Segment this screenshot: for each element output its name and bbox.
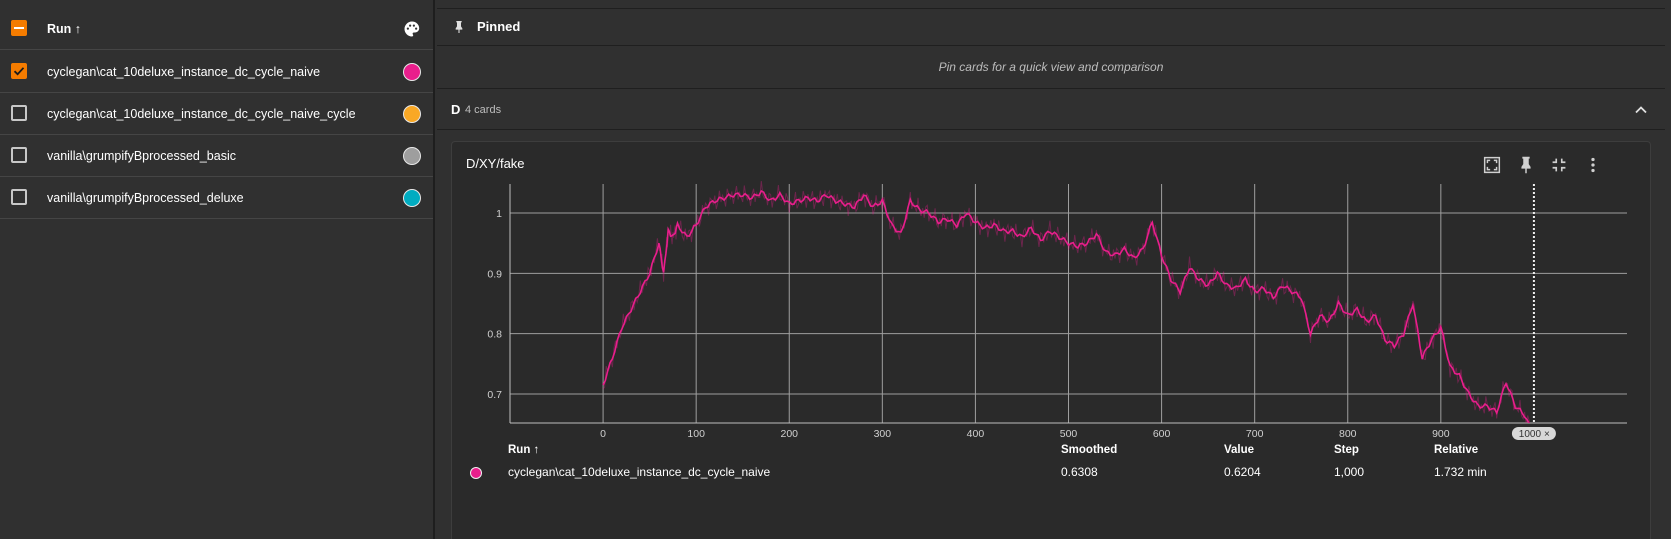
runs-panel: Run ↑ cyclegan\cat_10deluxe_instance_dc_… [0, 0, 435, 539]
pinned-title: Pinned [477, 19, 521, 34]
run-name: vanilla\grumpifyBprocessed_deluxe [47, 191, 244, 205]
x-tick-label: 100 [687, 428, 705, 440]
run-name: vanilla\grumpifyBprocessed_basic [47, 149, 236, 163]
group-name: D [451, 102, 461, 117]
x-tick-label: 900 [1432, 428, 1450, 440]
group-card-count: 4 cards [465, 104, 502, 116]
legend-run-name: cyclegan\cat_10deluxe_instance_dc_cycle_… [508, 465, 771, 479]
x-tick-label: 0 [600, 428, 606, 440]
run-row[interactable]: cyclegan\cat_10deluxe_instance_dc_cycle_… [0, 93, 433, 135]
chart-series [602, 180, 1530, 423]
scalar-card: D/XY/fake 0 100 200 300 400 500 600 700 800 900 0.… [451, 141, 1651, 539]
collapse-icon[interactable] [1548, 154, 1570, 176]
run-color-swatch[interactable] [403, 63, 421, 81]
run-row[interactable]: vanilla\grumpifyBprocessed_basic [0, 135, 433, 177]
fullscreen-icon[interactable] [1481, 154, 1503, 176]
x-tick-label: 300 [874, 428, 892, 440]
pinned-section-header: Pinned [437, 8, 1665, 46]
chart-axes: 0 100 200 300 400 500 600 700 800 900 0.7 0.8 0.9 1 [487, 184, 1627, 440]
run-checkbox[interactable] [11, 189, 27, 205]
pin-icon [455, 21, 463, 33]
close-icon[interactable]: × [1544, 429, 1550, 440]
palette-icon[interactable] [403, 20, 421, 38]
x-tick-label: 500 [1060, 428, 1078, 440]
runs-header-label[interactable]: Run ↑ [47, 22, 82, 36]
y-tick-label: 0.8 [487, 329, 502, 341]
line-chart[interactable]: 0 100 200 300 400 500 600 700 800 900 0.7 0.8 0.9 1 1… [452, 142, 1652, 442]
run-color-swatch[interactable] [403, 105, 421, 123]
run-checkbox[interactable] [11, 105, 27, 121]
run-name: cyclegan\cat_10deluxe_instance_dc_cycle_… [47, 65, 321, 79]
legend-relative: 1.732 min [1434, 465, 1487, 479]
run-name: cyclegan\cat_10deluxe_instance_dc_cycle_… [47, 107, 356, 121]
run-row[interactable]: vanilla\grumpifyBprocessed_deluxe [0, 177, 433, 219]
legend-header-run[interactable]: Run ↑ [508, 444, 540, 456]
legend-header-smoothed: Smoothed [1061, 444, 1118, 456]
legend-header-step: Step [1334, 444, 1359, 456]
legend-header-relative: Relative [1434, 444, 1479, 456]
step-badge[interactable] [1511, 427, 1556, 440]
raw-series-line [602, 180, 1530, 423]
x-tick-label: 400 [967, 428, 985, 440]
main-panel: Pinned Pin cards for a quick view and co… [437, 0, 1671, 539]
card-title: D/XY/fake [466, 156, 525, 171]
y-tick-label: 0.7 [487, 389, 502, 401]
x-tick-label: 800 [1339, 428, 1357, 440]
more-vert-icon[interactable] [1582, 154, 1604, 176]
select-all-checkbox[interactable] [11, 20, 27, 36]
legend-step: 1,000 [1334, 465, 1365, 479]
run-color-swatch[interactable] [403, 189, 421, 207]
run-color-swatch[interactable] [403, 147, 421, 165]
legend-header-value: Value [1224, 444, 1255, 456]
run-checkbox[interactable] [11, 63, 27, 79]
run-row[interactable]: cyclegan\cat_10deluxe_instance_dc_cycle_… [0, 51, 433, 93]
chart-grid [510, 184, 1627, 423]
runs-header-row: Run ↑ [0, 8, 433, 50]
step-badge-label: 1000 [1519, 429, 1542, 440]
x-tick-label: 200 [780, 428, 798, 440]
chevron-up-icon[interactable] [1633, 102, 1649, 118]
run-checkbox[interactable] [11, 147, 27, 163]
x-tick-label: 600 [1153, 428, 1171, 440]
y-tick-label: 1 [496, 208, 502, 220]
legend-smoothed-value: 0.6308 [1061, 465, 1098, 479]
x-tick-label: 700 [1246, 428, 1264, 440]
smoothed-series-line [602, 189, 1530, 423]
pin-icon[interactable] [1515, 154, 1537, 176]
chart-cursor[interactable]: 1000 × [1511, 184, 1556, 440]
pinned-empty-message: Pin cards for a quick view and compariso… [437, 46, 1665, 89]
legend-value: 0.6204 [1224, 465, 1261, 479]
legend-color-dot [470, 467, 482, 479]
y-tick-label: 0.9 [487, 268, 502, 280]
card-group-header[interactable]: D 4 cards [437, 90, 1665, 130]
